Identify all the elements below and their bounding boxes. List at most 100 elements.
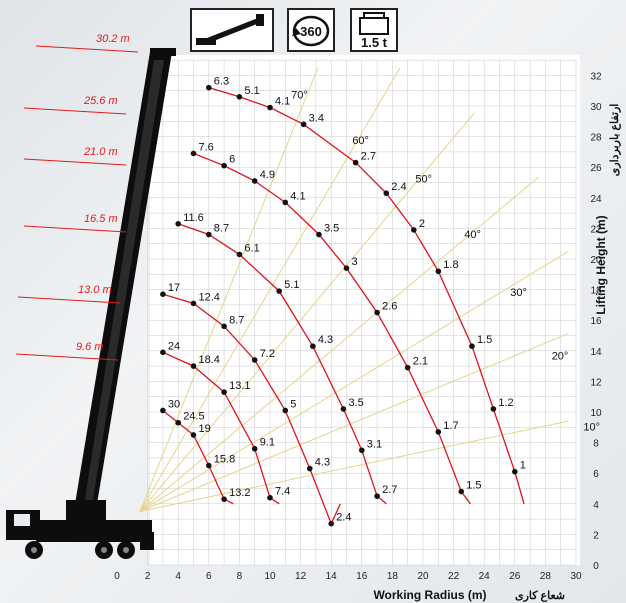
angle-label: 60° [352, 135, 369, 147]
load-label: 6.3 [214, 76, 229, 88]
y-tick-label: 28 [590, 133, 602, 144]
load-point [221, 496, 227, 503]
boom-length-label: 13.0 m [78, 284, 112, 296]
load-point [316, 231, 322, 238]
x-axis-title-fa: شعاع کاری [515, 590, 565, 602]
load-point [340, 406, 347, 412]
x-tick-label: 2 [145, 571, 151, 582]
rotation-label: 360 [300, 24, 322, 39]
x-tick-label: 16 [356, 571, 368, 582]
load-label: 18.4 [199, 354, 220, 366]
y-tick-label: 22 [590, 224, 602, 235]
load-label: 6.1 [244, 242, 259, 254]
boom-length-leader [15, 353, 119, 361]
load-point [206, 84, 212, 91]
load-label: 7.6 [199, 141, 214, 153]
x-tick-label: 6 [206, 571, 212, 582]
load-label: 30 [168, 398, 180, 410]
load-point [251, 178, 258, 184]
rotation-icon: 360 [287, 8, 335, 52]
y-axis-title-fa: ارتفاع باربرداری [609, 104, 621, 177]
load-curve [208, 86, 525, 504]
grid [147, 59, 577, 566]
load-point [343, 265, 350, 271]
load-label: 1.7 [443, 420, 458, 432]
y-tick-label: 14 [590, 347, 602, 358]
angle-label: 50° [415, 174, 432, 186]
boom-length-leader [23, 107, 127, 115]
x-tick-label: 12 [295, 571, 307, 582]
load-point [276, 288, 282, 294]
load-label: 3.4 [309, 112, 324, 124]
x-tick-label: 26 [509, 571, 521, 582]
load-point [160, 349, 166, 356]
boom-length-label: 25.6 m [83, 95, 118, 107]
y-tick-label: 12 [590, 377, 602, 388]
load-label: 12.4 [199, 291, 220, 303]
y-tick-label: 10 [590, 408, 602, 419]
y-tick-label: 30 [590, 102, 602, 113]
load-label: 11.6 [183, 212, 204, 224]
x-axis-ticks: 0 2 4 6 8 10 12 14 16 18 20 22 24 26 28 30 [114, 571, 582, 582]
load-point [160, 407, 166, 414]
load-label: 9.1 [260, 437, 275, 449]
x-tick-label: 22 [448, 571, 460, 582]
load-label: 5 [290, 398, 296, 410]
load-point [352, 159, 359, 166]
load-label: 24.5 [183, 411, 204, 423]
load-label: 2.1 [413, 356, 428, 368]
y-axis-title: Lifting Height (m) [594, 215, 608, 314]
angle-label: 30° [510, 287, 527, 299]
load-label: 2.4 [391, 181, 406, 193]
load-label: 2.6 [382, 301, 397, 313]
load-point [206, 462, 212, 469]
y-tick-label: 32 [590, 71, 602, 82]
load-label: 1.8 [443, 259, 458, 271]
load-label: 5.1 [284, 279, 299, 291]
load-point [190, 300, 197, 307]
y-tick-label: 0 [593, 561, 599, 572]
angle-label: 40° [464, 229, 481, 241]
load-point [190, 150, 197, 157]
load-point [236, 251, 243, 258]
y-tick-label: 20 [590, 255, 602, 266]
boom-length-leader [17, 296, 121, 304]
boom-icon [190, 8, 274, 52]
load-point [328, 520, 335, 527]
load-curve [162, 293, 341, 526]
load-label: 17 [168, 282, 180, 294]
plot-area [150, 55, 580, 565]
y-tick-label: 26 [590, 163, 602, 174]
boom-length-label: 21.0 m [83, 146, 118, 158]
load-point [374, 493, 380, 499]
y-tick-label: 16 [590, 316, 602, 327]
load-point [310, 343, 316, 350]
y-tick-label: 6 [593, 469, 599, 480]
load-label: 13.1 [229, 380, 250, 392]
load-point [251, 445, 258, 452]
boom-length-leader [23, 158, 127, 166]
boom-length-leader [35, 45, 139, 53]
load-label: 3.5 [348, 397, 363, 409]
load-point [267, 494, 273, 501]
angle-label: 70° [291, 90, 308, 102]
load-label: 1.5 [466, 480, 481, 492]
load-label: 3.5 [324, 223, 339, 235]
boom-length-label: 16.5 m [84, 213, 118, 225]
load-point [236, 94, 243, 100]
y-tick-label: 18 [590, 286, 602, 297]
boom-length-label: 30.2 m [96, 33, 130, 45]
load-label: 2.7 [382, 484, 397, 496]
load-point [251, 357, 258, 363]
load-label: 1.2 [498, 397, 513, 409]
load-label: 5.1 [244, 85, 259, 97]
load-point [469, 343, 475, 350]
load-label: 8.7 [214, 223, 229, 235]
load-label: 2 [419, 218, 425, 230]
x-tick-label: 8 [237, 571, 243, 582]
load-label: 8.7 [229, 314, 244, 326]
load-label: 19 [199, 423, 211, 435]
load-label: 4.3 [315, 457, 330, 469]
angle-line [139, 112, 475, 512]
y-tick-label: 4 [593, 500, 599, 511]
